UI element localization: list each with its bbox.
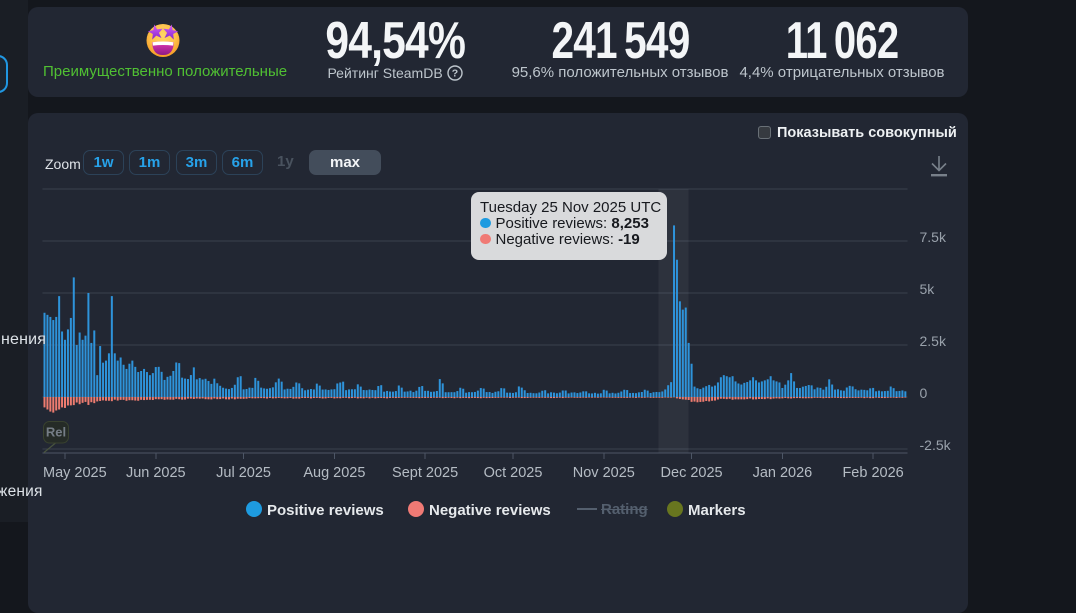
svg-text:Rel: Rel [46,425,66,440]
svg-text:Nov 2025: Nov 2025 [573,465,635,481]
svg-text:Oct 2025: Oct 2025 [484,465,543,481]
svg-text:Jun 2025: Jun 2025 [126,465,186,481]
svg-text:Feb 2026: Feb 2026 [842,465,903,481]
svg-text:Jan 2026: Jan 2026 [753,465,813,481]
svg-text:Dec 2025: Dec 2025 [661,465,723,481]
svg-text:7.5k: 7.5k [920,229,947,245]
svg-text:Jul 2025: Jul 2025 [216,465,271,481]
svg-text:Aug 2025: Aug 2025 [303,465,365,481]
svg-text:Sept 2025: Sept 2025 [392,465,458,481]
svg-text:5k: 5k [920,281,936,297]
svg-text:May 2025: May 2025 [43,465,107,481]
svg-text:-2.5k: -2.5k [920,437,952,453]
svg-text:2.5k: 2.5k [920,333,947,349]
svg-text:0: 0 [920,385,928,401]
